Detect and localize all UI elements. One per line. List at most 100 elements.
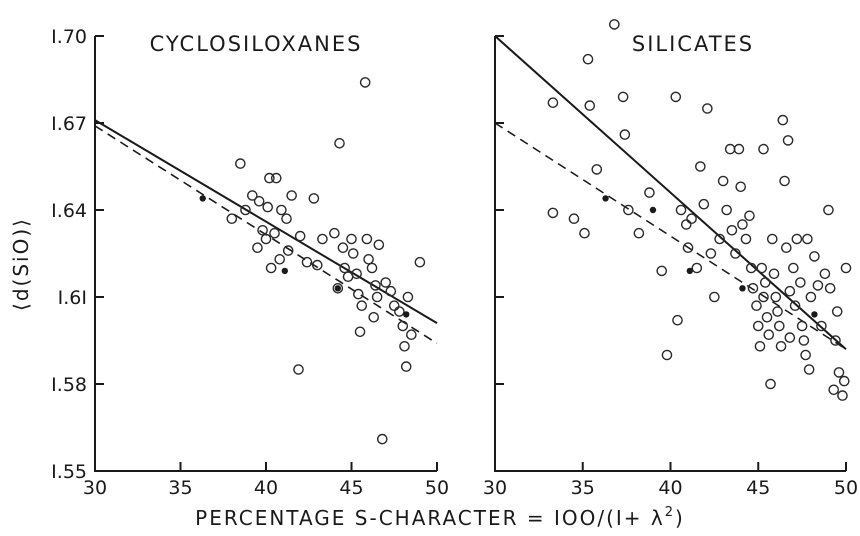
data-point-open	[257, 224, 268, 236]
data-point-mean	[334, 285, 342, 292]
data-point-open	[798, 335, 810, 346]
data-point-open	[371, 291, 383, 303]
data-point-open	[837, 390, 848, 401]
data-point-open	[308, 193, 320, 204]
data-point-open	[226, 213, 238, 224]
data-point-open	[339, 262, 350, 274]
data-point-open	[779, 175, 790, 187]
data-point-open	[766, 233, 778, 245]
y-tick-label: I.67	[51, 113, 87, 135]
data-point-open	[796, 320, 808, 332]
x-axis-label: PERCENTAGE S-CHARACTER = IOO/(I+ λ2)	[195, 505, 685, 530]
data-point-open	[282, 245, 294, 256]
data-point-open	[721, 204, 732, 216]
data-point-open	[717, 175, 729, 187]
x-tick-label: 30	[83, 477, 107, 499]
data-point-open	[782, 135, 794, 146]
data-point-open	[269, 227, 280, 239]
data-point-open	[733, 143, 745, 155]
data-point-open	[833, 367, 845, 378]
data-point-open	[758, 143, 769, 155]
data-point-open	[281, 213, 292, 224]
data-point-open	[397, 320, 409, 332]
data-point-open	[356, 300, 368, 312]
data-point-open	[744, 210, 755, 222]
axis-frame	[94, 36, 437, 472]
data-point-open	[414, 256, 426, 268]
data-point-open	[547, 207, 559, 219]
data-point-open	[617, 91, 629, 103]
data-point-open	[698, 198, 710, 210]
data-point-open	[751, 300, 762, 312]
data-point-open	[361, 233, 373, 245]
data-point-open	[682, 242, 694, 253]
data-point-open	[347, 248, 359, 259]
data-point-open	[584, 100, 596, 111]
y-tick-label: I.70	[51, 26, 87, 48]
data-point-open	[385, 285, 397, 297]
data-point-open	[253, 195, 265, 207]
data-point-mean	[811, 311, 818, 318]
data-point-open	[726, 224, 738, 236]
data-point-open	[735, 181, 747, 193]
x-axis-label-text: PERCENTAGE S-CHARACTER = IOO/(I+ λ	[195, 506, 665, 530]
data-point-open	[672, 314, 683, 326]
x-tick-label: 30	[483, 477, 507, 499]
data-point-open	[351, 268, 362, 280]
data-point-open	[346, 233, 357, 245]
data-point-open	[293, 364, 304, 375]
data-point-open	[276, 204, 287, 216]
x-tick-label: 40	[254, 477, 278, 499]
data-point-open	[262, 201, 274, 213]
data-point-open	[609, 19, 620, 30]
x-axis-label-close: )	[675, 506, 685, 530]
data-point-open	[802, 233, 813, 245]
data-point-open	[788, 262, 799, 274]
data-point-open	[705, 248, 717, 259]
x-tick-label: 45	[746, 477, 770, 499]
data-point-open	[805, 291, 817, 303]
data-point-open	[809, 251, 820, 262]
fit-line-solid	[94, 119, 438, 324]
data-point-open	[366, 262, 378, 274]
data-point-open	[756, 262, 768, 274]
data-point-open	[840, 262, 852, 274]
fit-line-solid	[494, 35, 847, 350]
data-point-open	[724, 143, 736, 155]
data-point-open	[745, 262, 757, 274]
data-point-open	[301, 256, 313, 268]
data-point-open	[363, 253, 374, 265]
x-tick-label: 50	[834, 477, 858, 499]
data-point-open	[260, 233, 272, 245]
x-tick-label: 50	[425, 477, 449, 499]
data-point-open	[770, 291, 782, 303]
data-point-open	[803, 364, 815, 375]
data-point-open	[247, 190, 258, 201]
data-point-open	[784, 332, 796, 343]
y-tick-label: I.55	[51, 461, 87, 483]
axis-frame	[494, 36, 846, 472]
x-axis-label-exponent: 2	[665, 505, 675, 520]
data-point-open	[789, 300, 801, 312]
fit-line-dashed	[494, 122, 847, 350]
data-point-open	[772, 306, 783, 317]
data-point-open	[777, 114, 789, 126]
data-point-mean	[739, 285, 746, 292]
data-point-open	[286, 190, 297, 201]
data-point-open	[240, 204, 251, 216]
data-point-open	[754, 340, 766, 352]
data-point-open	[623, 204, 634, 216]
panel-silicates: 30 35 40 45 50 SILICATES	[483, 19, 858, 499]
data-point-open	[675, 204, 687, 216]
data-point-open	[265, 262, 277, 274]
data-point-open	[370, 280, 381, 291]
data-point-open	[582, 53, 594, 65]
data-point-open	[761, 311, 773, 323]
data-point-open	[816, 320, 827, 332]
data-point-open	[644, 187, 655, 198]
x-tick-label: 35	[571, 477, 595, 499]
panel-title: CYCLOSILOXANES	[150, 32, 363, 56]
data-point-open	[823, 204, 834, 216]
y-axis-label: ⟨d(SiO)⟩	[9, 217, 33, 311]
